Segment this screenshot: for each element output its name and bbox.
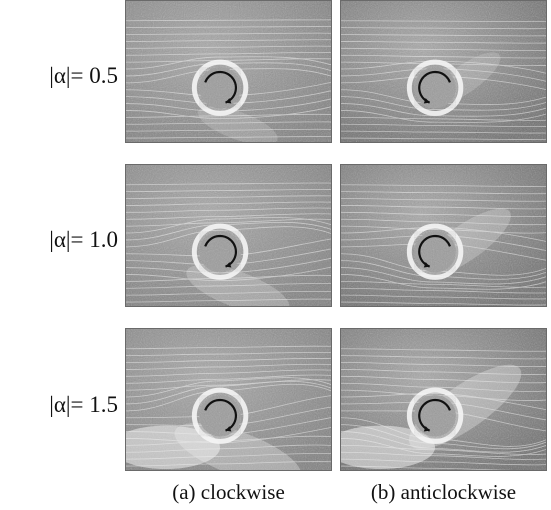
- flow-photo-graphic: [126, 165, 331, 306]
- rotation-arrow: [418, 398, 451, 432]
- flow-photo-clockwise-1-5: [125, 328, 332, 471]
- row-label-alpha-1-0: |α|= 1.0: [49, 227, 118, 252]
- rotation-arrow: [418, 70, 451, 104]
- flow-photo-graphic: [341, 165, 546, 306]
- flow-photo-clockwise-1-0: [125, 164, 332, 307]
- rotation-arrow: [204, 398, 238, 432]
- caption-anticlockwise: (b) anticlockwise: [370, 480, 517, 504]
- row-label-alpha-1-5: |α|= 1.5: [49, 392, 118, 417]
- flow-photo-clockwise-0-5: [125, 0, 332, 143]
- rotation-arrow: [204, 234, 238, 268]
- flow-photo-graphic: [126, 329, 331, 470]
- flow-photo-anticlockwise-1-5: [340, 328, 547, 471]
- flow-photo-graphic: [341, 1, 546, 142]
- flow-photo-graphic: [341, 329, 546, 470]
- flow-photo-anticlockwise-0-5: [340, 0, 547, 143]
- row-label-alpha-0-5: |α|= 0.5: [49, 63, 118, 88]
- caption-clockwise: (a) clockwise: [172, 480, 285, 504]
- flow-photo-anticlockwise-1-0: [340, 164, 547, 307]
- rotation-arrow: [418, 234, 451, 268]
- flow-photo-graphic: [126, 1, 331, 142]
- rotation-arrow: [204, 70, 238, 104]
